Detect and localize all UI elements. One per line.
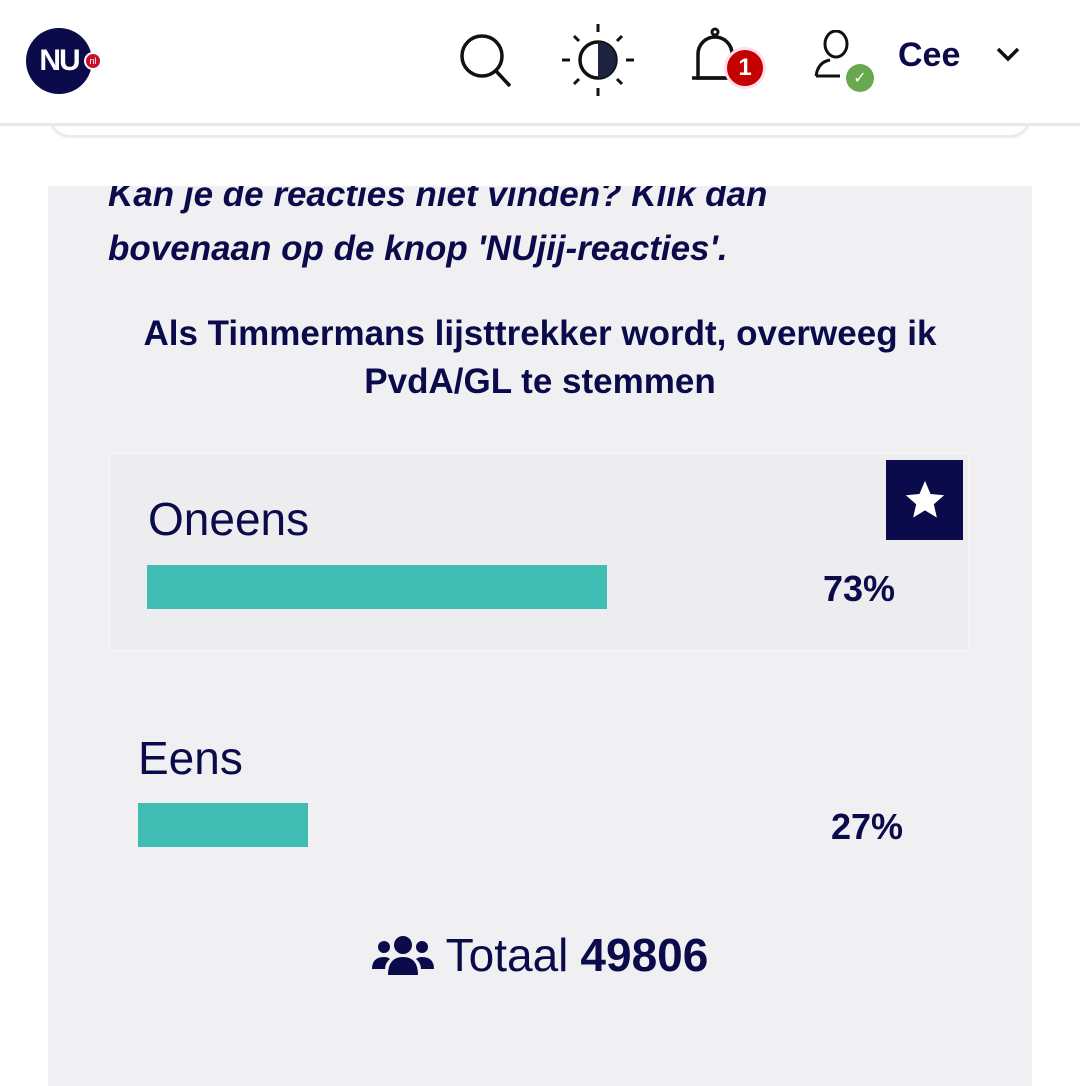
selected-star-badge — [886, 460, 963, 540]
verified-check-icon: ✓ — [846, 64, 874, 92]
search-icon[interactable] — [456, 28, 516, 92]
option-bar — [147, 565, 607, 609]
option-percent: 27% — [830, 806, 903, 847]
poll-total: Totaal 49806 — [48, 928, 1032, 982]
comments-note: Kan je de reacties niet vinden? Klik dan… — [108, 186, 768, 268]
logo-text: NU — [39, 44, 80, 77]
option-label[interactable]: Eens — [138, 732, 243, 784]
notification-count: 1 — [738, 54, 752, 81]
total-label: Totaal — [445, 929, 569, 981]
users-icon — [371, 936, 434, 975]
poll-panel: Kan je de reacties niet vinden? Klik dan… — [48, 186, 1032, 1086]
logo-suffix: nl — [89, 56, 97, 66]
star-icon — [905, 480, 944, 518]
option-bar — [138, 803, 309, 847]
option-percent: 73% — [822, 568, 895, 609]
total-count: 49806 — [580, 929, 709, 981]
chevron-down-icon[interactable] — [994, 40, 1022, 68]
user-name[interactable]: Cee — [898, 36, 961, 74]
poll-option-oneens[interactable] — [108, 452, 970, 652]
nu-logo[interactable]: NU — [26, 28, 92, 94]
notification-badge: 1 — [724, 47, 766, 89]
poll-question: Als Timmermans lijsttrekker wordt, overw… — [143, 314, 937, 401]
option-label: Oneens — [148, 493, 310, 545]
user-icon[interactable] — [812, 30, 856, 82]
logo-nl-badge: nl — [84, 52, 102, 70]
contrast-icon[interactable] — [560, 22, 636, 98]
header: NU nl 1 ✓ Cee — [0, 0, 1080, 126]
